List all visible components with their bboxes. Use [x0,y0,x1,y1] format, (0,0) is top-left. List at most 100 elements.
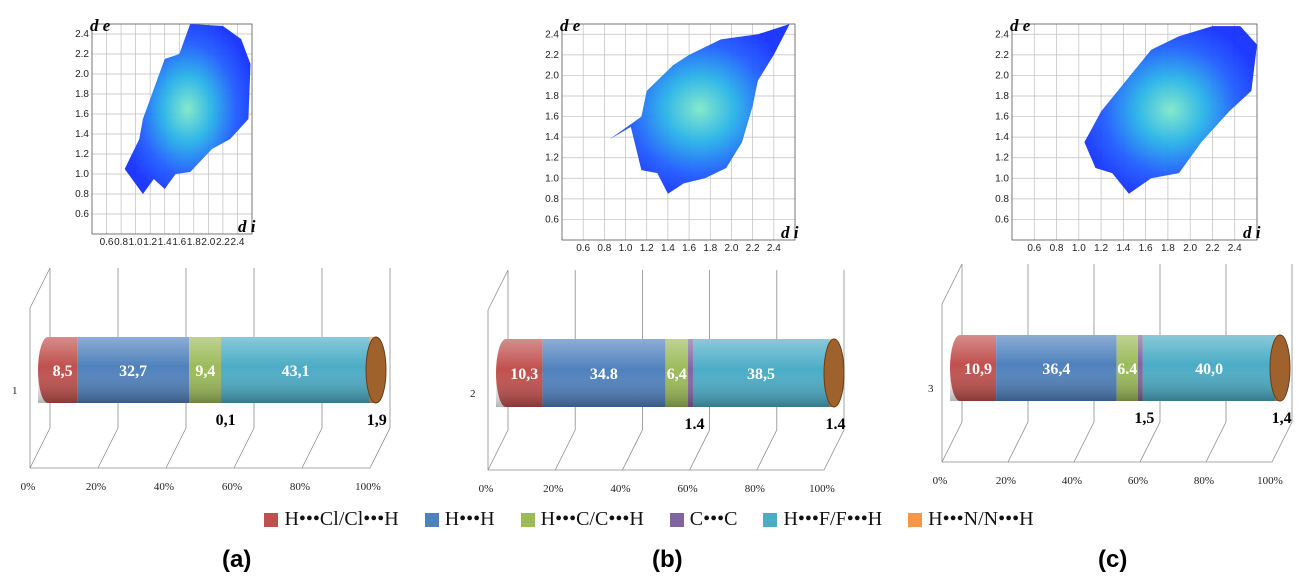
y-tick-label: 0.6 [545,214,559,225]
x-tick-label: 80% [290,481,310,493]
x-tick-label: 20% [86,481,106,493]
panel-label-a: (a) [222,546,252,573]
x-tick-label: 100% [809,483,835,495]
x-tick-label: 1.6 [172,237,186,248]
grid-depth-line [165,427,187,469]
x-tick-label: 1.6 [1139,243,1153,254]
x-tick-label: 0.8 [597,243,611,254]
data-label: 9,4 [195,363,215,380]
bar-cap-outline [823,338,845,408]
x-tick-label: 1.8 [1161,243,1175,254]
bar-cap-right [1270,335,1290,401]
x-tick-label: 1.0 [619,243,633,254]
data-label: 34.8 [590,366,618,383]
panel-label-b: (b) [652,546,683,573]
x-tick-label: 0% [21,481,36,493]
y-tick-label: 2.4 [75,29,89,40]
stacked-bar-chart-3: 0% 20% 40% 60% 80% 100% 3 10,9 36,4 6.4 1,5 40,0 1,4 [928,263,1293,487]
x-tick-label: 1.4 [661,243,675,254]
y-tick-label: 1.2 [995,153,1009,164]
x-tick-label: 2.4 [231,237,245,248]
y-tick-label: 1.4 [75,129,89,140]
bar-cap-outline [365,336,387,404]
y-tick-label: 1.4 [995,132,1009,143]
data-label: 6.4 [1117,361,1137,378]
x-tick-label: 60% [678,483,698,495]
data-label: 1,4 [1272,410,1292,427]
grid-depth-line [1073,421,1095,463]
legend-item: C•••C [669,508,738,531]
data-label: 1.4 [826,416,846,433]
bar-shading [950,335,1280,401]
plot-frame [1011,23,1258,241]
legend-item: H•••N/N•••H [908,508,1034,531]
y-tick-label: 1.0 [75,169,89,180]
bar-cap-outline [1269,334,1291,402]
x-tick-label: 40% [154,481,174,493]
x-tick-label: 20% [996,475,1016,487]
x-tick-label: 0% [479,483,494,495]
data-label: 1,5 [1134,410,1154,427]
x-tick-label: 2.2 [1206,243,1220,254]
bar-cap-right [824,339,844,407]
fingerprint-plot-b: 0.6 0.8 1.0 1.2 1.4 1.6 1.8 2.0 2.2 2.4 0.6 0.8 1.0 1… [545,16,799,254]
grid-depth-line [554,429,576,471]
data-label: 1.4 [685,416,705,433]
legend-swatch [763,512,778,527]
y-tick-label: 1.2 [545,153,559,164]
x-tick-label: 0.6 [100,237,114,248]
data-label: 6,4 [667,366,687,383]
fingerprint-density [124,24,251,194]
x-axis-label: d i [1243,223,1261,242]
legend-swatch [520,512,535,527]
data-label: 10,3 [510,366,538,383]
x-tick-label: 1.0 [1072,243,1086,254]
x-tick-label: 40% [610,483,630,495]
y-tick-label: 1.4 [545,132,559,143]
legend-label: H•••C/C•••H [540,508,644,530]
y-tick-label: 2.4 [995,29,1009,40]
y-tick-label: 2.4 [545,29,559,40]
data-label: 10,9 [964,361,992,378]
grid-depth-line [941,263,963,305]
x-tick-label: 0.6 [576,243,590,254]
x-tick-label: 2.0 [725,243,739,254]
legend-label: H•••F/F•••H [783,508,883,530]
data-label: 38,5 [747,366,775,383]
y-axis-label: d e [90,16,111,35]
x-tick-label: 1.0 [129,237,143,248]
x-tick-label: 1.2 [1094,243,1108,254]
x-tick-label: 2.0 [1183,243,1197,254]
y-axis-label: d e [560,16,581,35]
fingerprint-density [1084,26,1257,194]
x-tick-label: 2.2 [216,237,230,248]
x-tick-label: 2.0 [201,237,215,248]
x-axis-label: d i [781,223,799,242]
legend-label: H•••H [444,508,495,530]
x-tick-label: 40% [1062,475,1082,487]
fingerprint-plot-c: 0.6 0.8 1.0 1.2 1.4 1.6 1.8 2.0 2.2 2.4 0.6 0.8 1.0 1… [995,16,1261,254]
y-tick-label: 1.8 [75,89,89,100]
data-label: 1,9 [367,412,387,429]
y-tick-label: 2.2 [75,49,89,60]
grid-depth-line [29,427,51,469]
x-tick-label: 1.4 [158,237,172,248]
grid-depth-line [1271,421,1293,463]
bar-shading [38,337,376,403]
x-tick-label: 0% [933,475,948,487]
x-tick-label: 1.2 [143,237,157,248]
grid-depth-line [756,429,778,471]
y-tick-label: 1.6 [75,109,89,120]
y-tick-label: 2.2 [545,50,559,61]
legend: H•••Cl/Cl•••H H•••H H•••C/C•••H C•••C H•••F/… [0,508,1298,531]
grid-depth-line [1205,421,1227,463]
y-tick-label: 1.0 [545,173,559,184]
x-tick-label: 1.8 [187,237,201,248]
data-label: 43,1 [282,363,310,380]
legend-label: H•••Cl/Cl•••H [284,508,399,530]
legend-swatch [424,512,439,527]
data-label: 0,1 [216,412,236,429]
data-label: 8,5 [53,363,73,380]
legend-label: C•••C [689,508,738,530]
y-tick-label: 1.8 [995,91,1009,102]
